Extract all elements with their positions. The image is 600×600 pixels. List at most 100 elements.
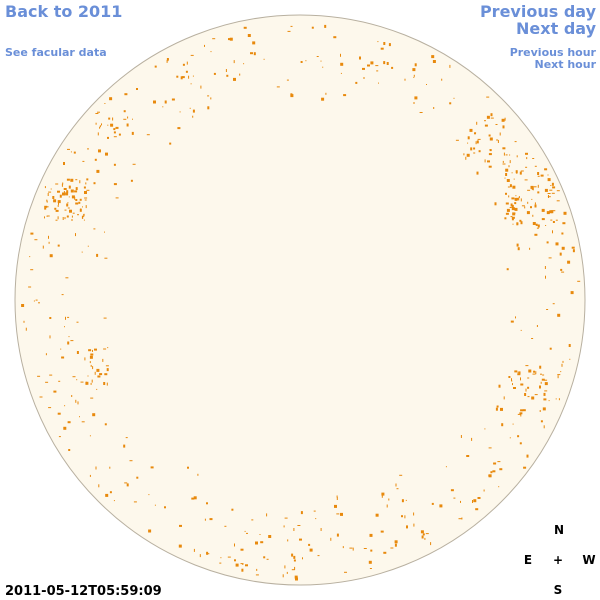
facular-speck [503,396,505,400]
facular-speck [229,37,233,41]
facular-speck [65,277,69,279]
facular-speck [276,86,280,88]
facular-speck [505,154,508,156]
facular-speck [70,340,74,342]
previous-hour-link[interactable]: Previous hour [510,46,597,59]
facular-speck [404,78,406,81]
facular-speck [537,224,540,228]
facular-speck [557,374,561,376]
facular-speck [540,373,542,375]
facular-speck [59,194,62,198]
facular-speck [526,454,529,458]
facular-speck [320,60,322,62]
facular-speck [471,437,473,441]
facular-speck [87,375,89,377]
facular-speck [90,397,94,399]
facular-speck [466,153,470,157]
facular-speck [97,375,101,378]
facular-speck [562,222,566,225]
facular-speck [532,373,536,375]
facular-speck [293,559,296,562]
facular-speck [549,210,553,214]
facular-link[interactable]: See facular data [5,46,107,59]
facular-speck [525,365,529,367]
facular-speck [330,537,332,541]
facular-speck [109,466,111,469]
facular-speck [29,256,31,258]
facular-speck [421,535,424,539]
facular-speck [234,559,236,562]
facular-speck [369,568,372,569]
facular-speck [38,302,40,304]
facular-speck [75,399,77,403]
facular-speck [187,466,189,469]
facular-speck [520,383,524,386]
facular-speck [55,183,59,185]
facular-speck [37,375,41,377]
facular-speck [509,207,512,208]
facular-speck [543,425,545,429]
facular-speck [67,316,70,318]
facular-speck [82,206,83,208]
facular-speck [506,268,509,271]
facular-speck [495,407,498,411]
next-hour-link[interactable]: Next hour [535,58,597,71]
facular-speck [509,437,511,439]
facular-speck [555,398,557,400]
facular-speck [130,179,133,182]
facular-speck [334,504,337,508]
facular-speck [224,525,227,527]
facular-speck [282,574,284,578]
facular-speck [99,125,101,128]
facular-speck [496,139,499,141]
facular-speck [537,184,539,188]
facular-speck [458,518,462,520]
facular-speck [67,148,70,150]
facular-speck [89,474,91,477]
facular-speck [206,502,208,505]
facular-speck [445,466,447,468]
next-day-link[interactable]: Next day [516,19,597,38]
facular-speck [67,207,70,209]
facular-speck [524,393,527,396]
facular-speck [290,25,293,27]
previous-day-link[interactable]: Previous day [480,2,597,21]
facular-speck [96,169,100,173]
facular-speck [256,568,258,571]
facular-speck [453,97,455,99]
facular-speck [64,405,66,407]
facular-speck [422,533,425,536]
facular-speck [207,106,210,110]
facular-speck [65,316,66,320]
facular-speck [406,525,408,529]
facular-speck [488,153,492,156]
facular-speck [104,257,108,259]
facular-speck [505,168,509,172]
facular-speck [79,198,82,201]
facular-speck [250,52,253,55]
facular-speck [105,365,109,367]
facular-speck [320,528,322,531]
facular-speck [518,196,520,199]
facular-speck [53,390,57,393]
facular-speck [227,556,231,558]
facular-speck [367,64,370,67]
facular-speck [550,219,553,221]
facular-speck [48,235,49,239]
facular-speck [509,154,511,156]
facular-speck [355,81,358,84]
facular-speck [541,218,545,221]
facular-speck [517,247,520,251]
facular-speck [94,371,96,375]
facular-speck [386,504,388,508]
facular-speck [45,353,47,356]
facular-speck [477,138,481,140]
back-link[interactable]: Back to 2011 [5,2,122,21]
facular-speck [467,142,469,144]
facular-speck [560,268,563,271]
facular-speck [64,209,67,211]
facular-speck [336,495,338,498]
facular-speck [344,571,347,573]
facular-speck [177,127,181,130]
facular-speck [544,168,548,171]
